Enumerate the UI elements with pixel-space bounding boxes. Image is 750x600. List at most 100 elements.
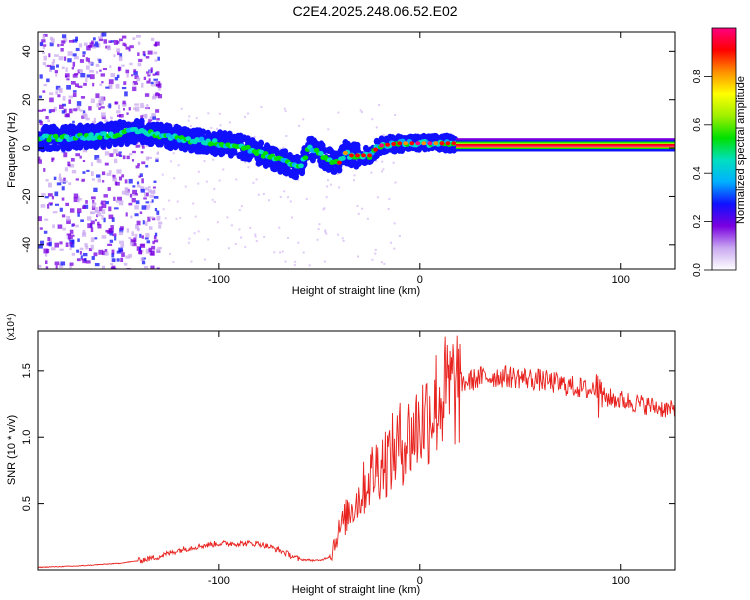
spectrogram-noise-cell [38, 159, 42, 164]
spectrogram-noise-cell [94, 154, 100, 160]
spectrogram-noise-cell [111, 217, 115, 222]
spectrogram-noise-cell [380, 261, 383, 264]
spectrogram-noise-cell [172, 261, 175, 264]
spectrogram-noise-cell [54, 261, 60, 266]
spectrogram-noise-cell [71, 252, 75, 256]
spectrogram-band-cell [331, 167, 338, 175]
spectrogram-noise-cell [92, 82, 95, 87]
spectrogram-peak-cell [385, 142, 391, 147]
spectrogram-noise-cell [262, 192, 265, 195]
spectrogram-noise-cell [145, 192, 149, 197]
spectrogram-peak-cell [258, 149, 265, 155]
spectrogram-noise-cell [56, 182, 62, 186]
spectrogram-noise-cell [105, 229, 110, 233]
spectrogram-noise-cell [138, 58, 143, 62]
spectrogram-noise-cell [212, 158, 215, 161]
spectrogram-noise-cell [119, 226, 124, 230]
spectrogram-noise-cell [151, 37, 155, 41]
snr-xtick-label: 100 [612, 575, 630, 587]
spectrogram-stripe [455, 149, 675, 152]
spectrogram-noise-cell [390, 241, 393, 244]
spectrogram-noise-cell [136, 220, 141, 226]
spectrogram-noise-cell [67, 58, 72, 63]
spectrogram-noise-cell [98, 107, 101, 110]
spectrogram-noise-cell [302, 118, 305, 121]
spectrogram-noise-cell [129, 62, 133, 66]
spectrogram-noise-cell [219, 124, 222, 127]
spectrogram-noise-cell [60, 43, 64, 47]
spectrogram-noise-cell [61, 40, 66, 44]
spectrogram-noise-cell [69, 265, 72, 269]
spectrogram-noise-cell [71, 169, 77, 174]
spectrogram-noise-cell [92, 199, 95, 205]
spectrogram-noise-cell [113, 148, 118, 154]
spectrogram-noise-cell [109, 153, 114, 157]
spectrogram-noise-cell [44, 65, 48, 68]
spectrogram-noise-cell [110, 262, 114, 266]
spectrogram-noise-cell [110, 266, 116, 269]
spectrogram-noise-cell [132, 189, 138, 195]
spectrogram-noise-cell [104, 151, 110, 156]
spectrogram-noise-cell [297, 241, 300, 244]
spectrogram-noise-cell [119, 53, 123, 58]
spectrogram-noise-cell [126, 228, 130, 233]
spectrogram-band-cell [258, 139, 265, 147]
spectrogram-noise-cell [157, 94, 163, 99]
spectrogram-noise-cell [156, 248, 160, 253]
spectrogram-noise-cell [119, 114, 124, 118]
spectrogram-noise-cell [324, 230, 327, 233]
spectrogram-noise-cell [79, 247, 84, 251]
spectrogram-noise-cell [60, 261, 66, 266]
spectrogram-noise-cell [211, 198, 214, 201]
spectrogram-noise-cell [158, 224, 162, 229]
spectrogram-noise-cell [121, 190, 127, 195]
spectrogram-noise-cell [226, 216, 229, 219]
spectrogram-peak-cell [415, 141, 421, 146]
spectrogram-noise-cell [374, 252, 377, 255]
spectrogram-noise-cell [154, 239, 159, 243]
spectrogram-panel: -100 0 100 -40 -20 0 20 40 Height of straight l… [6, 31, 676, 297]
spectrogram-noise-cell [52, 211, 58, 214]
spectrogram-noise-cell [76, 105, 81, 111]
spectrogram-noise-cell [260, 105, 263, 108]
spectrogram-noise-cell [147, 216, 151, 222]
colorbar-tick-label: 0.6 [692, 117, 703, 131]
spectrogram-noise-cell [77, 85, 83, 88]
spectrogram-noise-cell [113, 54, 116, 58]
spectrogram-noise-cell [135, 200, 140, 205]
spectrogram-noise-cell [145, 201, 150, 204]
spectrogram-noise-cell [140, 243, 146, 248]
spectrogram-noise-cell [139, 144, 143, 148]
spectrogram-peak-cell [361, 153, 366, 158]
spectrogram-noise-cell [118, 151, 122, 154]
figure-title: C2E4.2025.248.06.52.E02 [292, 3, 457, 19]
spectrogram-noise-cell [82, 205, 86, 209]
spectrogram-noise-cell [98, 59, 102, 64]
spectrogram-noise-cell [154, 207, 158, 212]
spectrogram-noise-cell [153, 78, 158, 81]
spectrogram-noise-cell [392, 161, 395, 164]
spectrogram-noise-cell [101, 215, 104, 220]
spectrogram-noise-cell [115, 83, 120, 89]
spectrogram-noise-cell [95, 70, 99, 74]
spectrogram-noise-cell [150, 83, 155, 87]
spectrogram-noise-cell [298, 124, 301, 127]
spectrogram-noise-cell [99, 69, 102, 72]
spectrogram-noise-cell [218, 179, 221, 182]
spectrogram-noise-cell [143, 192, 146, 198]
spectrogram-noise-cell [329, 183, 332, 186]
spectrogram-noise-cell [375, 160, 378, 163]
spectrogram-noise-cell [94, 237, 98, 240]
spectrogram-noise-cell [153, 180, 157, 183]
snr-ticks: -100 0 100 0.5 1.0 1.5 [21, 331, 675, 587]
spectrogram-noise-cell [53, 106, 57, 112]
spectrogram-noise-cell [168, 253, 171, 256]
spectrogram-noise-cell [136, 225, 140, 231]
spectrogram-noise-cell [70, 80, 76, 85]
spectrogram-noise-cell [112, 174, 116, 180]
spectrogram-ticks: -100 0 100 -40 -20 0 20 40 [21, 32, 675, 286]
spectrogram-noise-cell [149, 216, 154, 219]
spectrogram-noise-cell [43, 55, 47, 61]
spectrogram-noise-cell [122, 42, 126, 46]
spectrogram-noise-cell [142, 51, 146, 56]
